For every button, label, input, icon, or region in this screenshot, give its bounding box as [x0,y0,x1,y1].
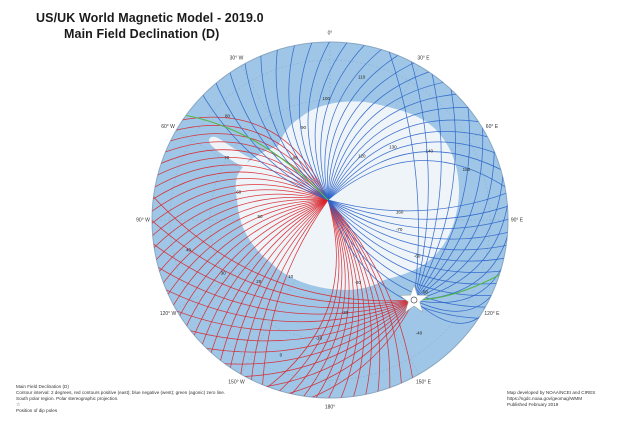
legend-contour-note: Contour interval: 2 degrees, red contour… [16,390,226,395]
contour-label: 140 [425,149,433,154]
contour-label: 40 [186,248,192,253]
legend-name: Main Field Declination (D) [16,384,69,389]
contour-label: 60 [236,189,242,194]
longitude-label: 150° E [416,379,432,385]
credits: Map developed by NOAA/NCEI and CIRES htt… [507,390,627,408]
contour-label: 0 [280,352,283,357]
contour-label: -20 [342,310,349,315]
legend-star-icon: ☆ [16,402,21,408]
contour-label: 90 [301,125,307,130]
longitude-label: 150° W [228,379,245,385]
contour-label: 50 [258,214,264,219]
legend-region: South polar region. Polar stereographic … [16,396,119,401]
longitude-labels: 0° 30° E 60° E 90° E 120° E 150° E 180° 150° W 1… [136,31,524,411]
contour-label: -50 [422,290,429,295]
longitude-label: 0° [328,31,333,37]
contour-label: -70 [396,227,403,232]
legend-dip-pole: Position of dip poles [16,408,58,413]
antarctic-peninsula [209,136,250,168]
antarctica-landmass [235,101,460,290]
title-block: US/UK World Magnetic Model - 2019.0 Main… [36,10,264,42]
longitude-label: 90° E [511,218,524,224]
contour-label: -40 [416,331,423,336]
contour-label: 80 [225,113,231,118]
contour-label: -10 [315,335,322,340]
contour-labels: -70 -60 -50 -40 -30 -20 -10 0 10 20 30 40 50 60 70 80 -8… [186,74,471,357]
longitude-label: 30° W [230,56,244,62]
credits-developer: Map developed by NOAA/NCEI and CIRES [507,390,596,395]
contour-label: 120 [358,154,366,159]
contour-label: 150 [463,167,471,172]
contour-label: -60 [414,254,421,259]
map-title: US/UK World Magnetic Model - 2019.0 [36,11,264,25]
contour-label: 160 [396,209,404,214]
map-subtitle: Main Field Declination (D) [64,27,220,41]
credits-url: https://ngdc.noaa.gov/geomag/WMM [507,396,583,401]
contour-label: 100 [322,96,330,101]
contour-label: 70 [224,155,230,160]
longitude-label: 30° E [417,56,430,62]
longitude-label: 60° E [486,124,499,130]
dip-pole-star-icon [398,284,430,313]
contour-label: 20 [256,279,262,284]
contour-label: 110 [358,74,366,79]
longitude-label: 120° W [160,311,177,317]
longitude-label: 60° W [161,124,175,130]
credits-published: Published February 2019 [507,402,559,407]
longitude-label: 180° [325,405,335,411]
contour-label: -80 [291,156,298,161]
contour-label: -30 [355,280,362,285]
contour-label: 30 [221,270,227,275]
longitude-label: 120° E [484,311,500,317]
contour-label: 10 [288,274,294,279]
legend: Main Field Declination (D) Contour inter… [16,384,276,414]
longitude-label: 90° W [136,218,150,224]
contour-label: 130 [389,145,397,150]
